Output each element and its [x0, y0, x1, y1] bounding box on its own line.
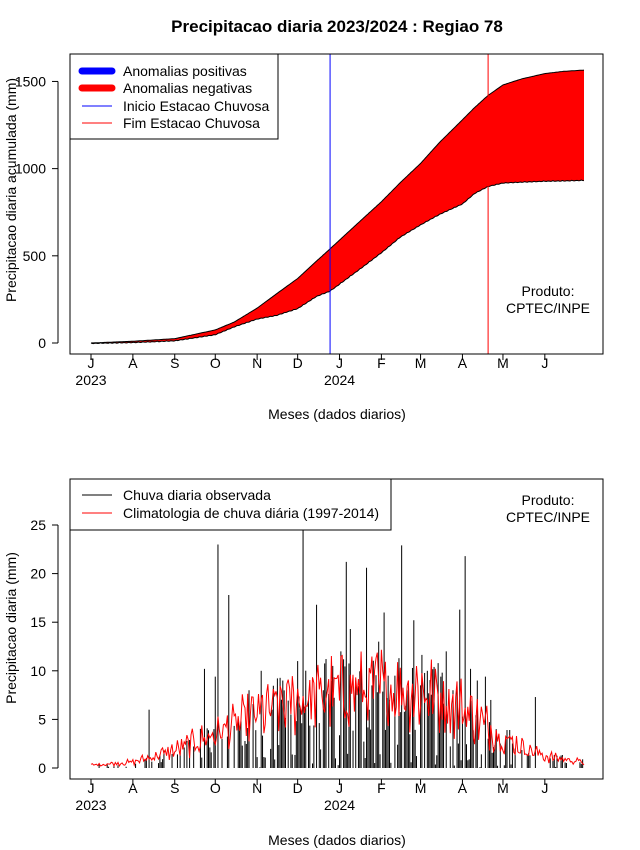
- daily-x-axis-label: Meses (dados diarios): [268, 832, 406, 848]
- legend-label-end: Fim Estacao Chuvosa: [123, 115, 260, 131]
- daily-y-axis-label: Precipitacao diaria (mm): [3, 552, 19, 704]
- y-tick-label: 0: [38, 335, 46, 351]
- x-tick-label: S: [170, 355, 179, 371]
- daily-credit-line-1: Produto:: [522, 492, 575, 508]
- y-tick-label: 25: [30, 517, 46, 533]
- legend-label-negative: Anomalias negativas: [123, 80, 252, 96]
- x-tick-label: J: [88, 780, 95, 796]
- x-tick-label: A: [128, 780, 138, 796]
- x-tick-label: M: [415, 355, 427, 371]
- x-tick-label: J: [541, 780, 548, 796]
- credit-line-2: CPTEC/INPE: [506, 300, 590, 316]
- x-tick-label: D: [293, 780, 303, 796]
- y-tick-label: 10: [30, 663, 46, 679]
- y-tick-label: 500: [23, 248, 47, 264]
- legend-label-positive: Anomalias positivas: [123, 63, 247, 79]
- y-tick-label: 5: [38, 711, 46, 727]
- x-tick-label: M: [497, 780, 509, 796]
- observed-cumulative-line: [90, 179, 585, 345]
- daily-legend-box: [69, 478, 392, 531]
- x-tick-label: S: [170, 780, 179, 796]
- cumulative-chart: Precipitacao diaria 2023/2024 : Regiao 7…: [3, 17, 604, 422]
- x-tick-label: N: [252, 780, 262, 796]
- legend-label-climatology: Climatologia de chuva diária (1997-2014): [123, 505, 379, 521]
- x-tick-label: J: [336, 355, 343, 371]
- x-tick-label: M: [497, 355, 509, 371]
- y-tick-label: 20: [30, 566, 46, 582]
- y-tick-label: 0: [38, 760, 46, 776]
- y-tick-label: 1500: [15, 73, 46, 89]
- x-tick-label: F: [377, 355, 386, 371]
- x-tick-label: O: [210, 780, 221, 796]
- daily-plot-area: [90, 529, 585, 768]
- legend-label-start: Inicio Estacao Chuvosa: [123, 98, 270, 114]
- y-tick-label: 15: [30, 614, 46, 630]
- legend-label-observed: Chuva diaria observada: [123, 487, 271, 503]
- chart-title: Precipitacao diaria 2023/2024 : Regiao 7…: [171, 17, 503, 36]
- credit-line-1: Produto:: [522, 283, 575, 299]
- cumulative-plot-area: [90, 54, 585, 354]
- x-tick-label: F: [377, 780, 386, 796]
- x-tick-label: A: [128, 355, 138, 371]
- negative-anomaly-area: [91, 70, 584, 344]
- x-tick-label: N: [252, 355, 262, 371]
- cumulative-y-axis-label: Precipitacao diaria acumulada (mm): [3, 78, 19, 302]
- year-label: 2023: [75, 372, 106, 388]
- x-tick-label: J: [336, 780, 343, 796]
- x-tick-label: O: [210, 355, 221, 371]
- climatology-daily-line: [90, 649, 585, 768]
- year-label: 2024: [324, 372, 355, 388]
- y-tick-label: 1000: [15, 161, 46, 177]
- year-label: 2023: [75, 797, 106, 813]
- x-tick-label: M: [415, 780, 427, 796]
- x-tick-label: J: [88, 355, 95, 371]
- daily-legend: Chuva diaria observada Climatologia de c…: [69, 478, 392, 531]
- cumulative-x-axis-label: Meses (dados diarios): [268, 406, 406, 422]
- x-tick-label: J: [541, 355, 548, 371]
- x-tick-label: A: [458, 355, 468, 371]
- x-tick-label: A: [458, 780, 468, 796]
- cumulative-legend: Anomalias positivas Anomalias negativas …: [69, 53, 279, 140]
- x-tick-label: D: [293, 355, 303, 371]
- year-label: 2024: [324, 797, 355, 813]
- daily-credit-line-2: CPTEC/INPE: [506, 509, 590, 525]
- climatology-cumulative-line: [90, 69, 585, 344]
